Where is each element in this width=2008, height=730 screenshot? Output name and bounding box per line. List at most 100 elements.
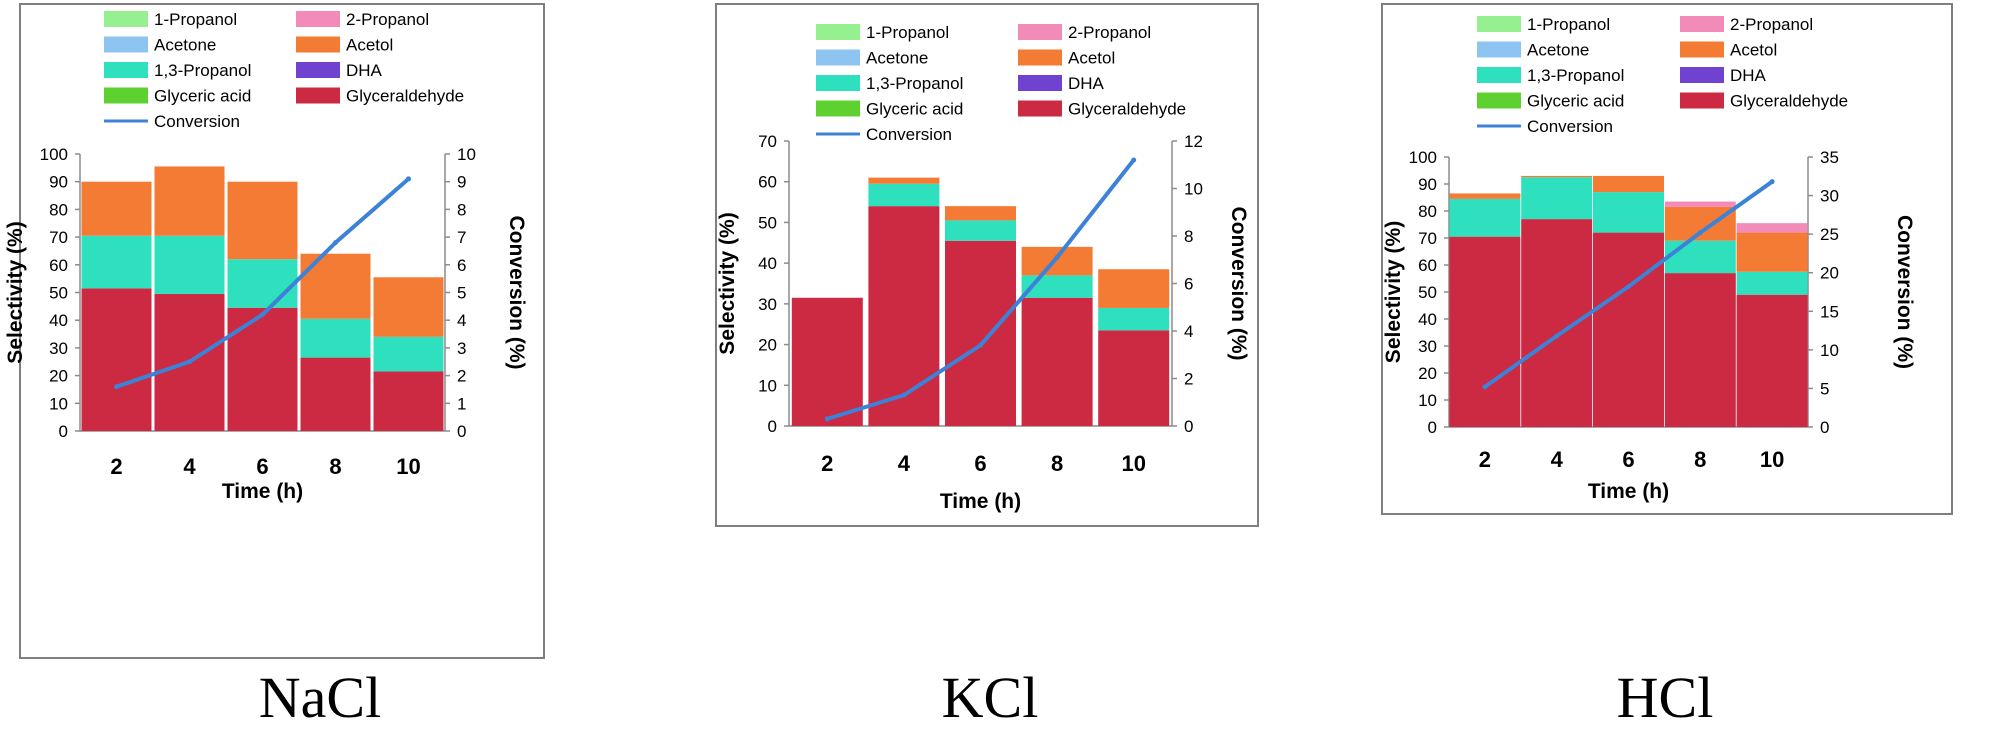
bar-glyceraldehyde xyxy=(1736,294,1808,427)
y2-tick-label: 0 xyxy=(1820,418,1829,437)
legend-conversion-label: Conversion xyxy=(866,125,952,144)
bar-acetol xyxy=(300,253,371,319)
y2-tick-label: 6 xyxy=(457,256,466,275)
y2-tick-label: 9 xyxy=(457,173,466,192)
y-tick-label: 30 xyxy=(49,339,68,358)
caption-nacl: NaCl xyxy=(258,665,382,730)
legend-acetone-swatch xyxy=(104,36,148,53)
x-tick-label: 8 xyxy=(1051,451,1063,476)
legend-glyceraldehyde-swatch xyxy=(1018,100,1062,117)
legend-dha-swatch xyxy=(1018,75,1062,91)
y-tick-label: 70 xyxy=(1418,229,1437,248)
bar-1-3-propanol xyxy=(868,183,940,207)
legend-acetone-swatch xyxy=(816,49,860,66)
bar-acetol xyxy=(1449,193,1521,199)
bar-1-3-propanol xyxy=(1736,271,1808,295)
x-tick-label: 4 xyxy=(183,454,196,479)
legend-acetone-label: Acetone xyxy=(866,49,928,68)
bar-acetol xyxy=(1021,246,1093,276)
bar-acetol xyxy=(81,181,152,236)
y-tick-label: 80 xyxy=(1418,202,1437,221)
y2-tick-label: 4 xyxy=(457,311,466,330)
caption-kcl: KCl xyxy=(941,665,1039,730)
bar-1-3-propanol xyxy=(373,336,444,372)
y-tick-label: 100 xyxy=(1409,148,1437,167)
x-tick-label: 2 xyxy=(1479,447,1491,472)
y-tick-label: 0 xyxy=(768,417,777,436)
legend-acetol-swatch xyxy=(296,36,340,53)
y-tick-label: 60 xyxy=(1418,256,1437,275)
x-tick-label: 2 xyxy=(110,454,122,479)
legend-dha-swatch xyxy=(1680,67,1724,83)
x-tick-label: 6 xyxy=(1622,447,1634,472)
conversion-point xyxy=(1626,284,1631,290)
panel-nacl: 1-Propanol 2-Propanol Acetone Acetol 1,3-Pro… xyxy=(0,0,550,662)
conversion-point xyxy=(1554,333,1560,339)
caption-hcl: HCl xyxy=(1616,665,1714,730)
bar-1-3-propanol xyxy=(1521,177,1593,220)
y-axis-title: Selectivity (%) xyxy=(716,212,739,354)
x-axis-title: Time (h) xyxy=(940,490,1021,513)
conversion-point xyxy=(187,359,192,365)
y2-tick-label: 2 xyxy=(457,367,466,386)
legend-acetone-swatch xyxy=(1477,41,1521,58)
y-tick-label: 20 xyxy=(758,336,777,355)
panel-hcl: 1-Propanol 2-Propanol Acetone Acetol 1,3-Pro… xyxy=(1378,0,2008,662)
bar-glyceraldehyde xyxy=(1449,236,1521,427)
bar-acetol xyxy=(373,277,444,337)
conversion-point xyxy=(824,416,830,422)
bar-1-3-propanol xyxy=(227,259,298,308)
y-tick-label: 0 xyxy=(59,422,68,441)
bar-glyceraldehyde xyxy=(1521,219,1593,427)
legend-2-propanol-swatch xyxy=(296,11,340,27)
y-tick-label: 40 xyxy=(49,311,68,330)
bar-1-3-propanol xyxy=(1449,198,1521,237)
legend-acetone-label: Acetone xyxy=(154,36,216,55)
legend-conversion-label: Conversion xyxy=(154,112,240,131)
legend-2-propanol-swatch xyxy=(1018,24,1062,40)
chart-hcl: 1-Propanol 2-Propanol Acetone Acetol 1,3-Pro… xyxy=(1381,3,1953,515)
y-tick-label: 50 xyxy=(49,284,68,303)
x-tick-label: 2 xyxy=(821,451,833,476)
legend-1-3-propanol-label: 1,3-Propanol xyxy=(1527,66,1624,85)
legend-2-propanol-label: 2-Propanol xyxy=(346,10,429,29)
bar-1-3-propanol xyxy=(1664,240,1736,274)
x-tick-label: 10 xyxy=(1121,451,1145,476)
conversion-point xyxy=(1482,384,1488,390)
conversion-point xyxy=(1131,157,1137,163)
y2-tick-label: 4 xyxy=(1184,322,1193,341)
conversion-point xyxy=(1054,254,1060,260)
bar-1-3-propanol xyxy=(154,235,225,294)
legend-1-propanol-swatch xyxy=(816,24,860,40)
bar-1-3-propanol xyxy=(1098,307,1170,331)
conversion-point xyxy=(406,176,411,182)
y2-tick-label: 30 xyxy=(1820,187,1839,206)
y2-tick-label: 10 xyxy=(1184,180,1203,199)
bar-glyceraldehyde xyxy=(300,357,371,431)
legend-1-propanol-swatch xyxy=(104,11,148,27)
legend-acetol-swatch xyxy=(1018,49,1062,66)
y2-tick-label: 0 xyxy=(1184,417,1193,436)
y-tick-label: 50 xyxy=(1418,283,1437,302)
y-tick-label: 0 xyxy=(1428,418,1437,437)
y2-tick-label: 10 xyxy=(1820,341,1839,360)
x-tick-label: 4 xyxy=(898,451,911,476)
y2-tick-label: 35 xyxy=(1820,148,1839,167)
bar-acetol xyxy=(868,177,940,184)
legend-acetol-label: Acetol xyxy=(1068,49,1115,68)
y2-tick-label: 5 xyxy=(457,284,466,303)
conversion-point xyxy=(1697,230,1703,236)
bar-acetol xyxy=(1521,175,1593,178)
x-tick-label: 6 xyxy=(974,451,986,476)
y2-tick-label: 1 xyxy=(457,394,466,413)
bar-1-3-propanol xyxy=(945,220,1016,241)
legend-glyceric-acid-swatch xyxy=(816,100,860,117)
bar-glyceraldehyde xyxy=(868,206,940,426)
y2-tick-label: 20 xyxy=(1820,264,1839,283)
bar-glyceraldehyde xyxy=(227,307,298,431)
y2-tick-label: 2 xyxy=(1184,370,1193,389)
legend-dha-label: DHA xyxy=(346,61,383,80)
y-tick-label: 20 xyxy=(49,367,68,386)
y-axis-title: Selectivity (%) xyxy=(1382,221,1405,363)
bar-glyceraldehyde xyxy=(81,288,152,431)
